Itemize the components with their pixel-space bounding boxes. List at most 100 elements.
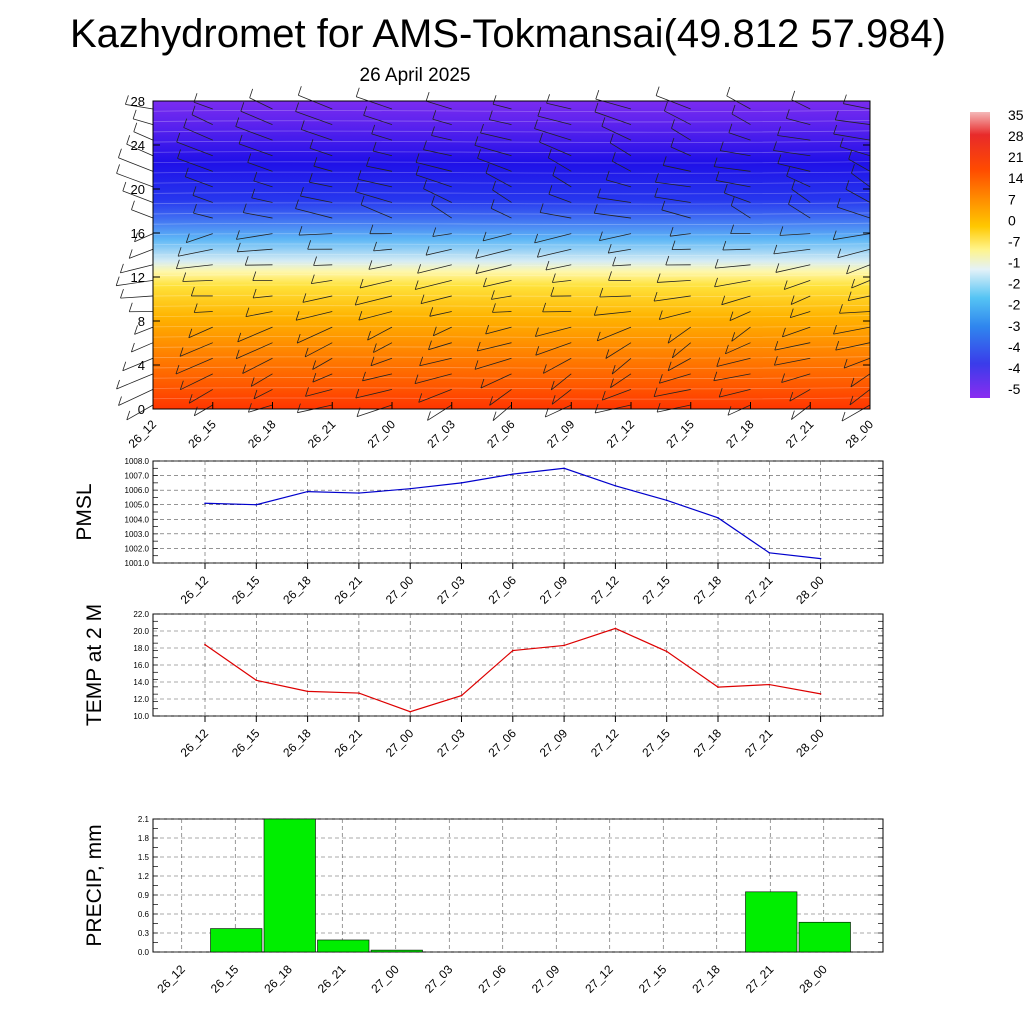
ytick-label: 0.0	[138, 948, 150, 957]
wind-barb-flag	[534, 119, 538, 129]
wind-barb-staff	[129, 248, 154, 259]
wind-barb	[432, 326, 452, 337]
wind-barb-staff	[415, 161, 452, 172]
wind-barb-staff	[599, 233, 632, 241]
wind-barb	[653, 387, 691, 398]
wind-barb	[835, 341, 871, 351]
wind-barb	[607, 243, 632, 254]
wind-barb-flag	[240, 102, 245, 112]
contour-line	[152, 192, 871, 195]
wind-barb-staff	[550, 373, 572, 391]
wind-barb-staff	[839, 311, 871, 314]
wind-barb-staff	[415, 279, 452, 290]
wind-barb-staff	[725, 342, 751, 355]
wind-barb-flag	[480, 123, 484, 134]
wind-barb-flag	[611, 364, 616, 375]
wind-barb-flag	[122, 181, 127, 192]
wind-barb	[791, 404, 811, 420]
wind-barb-staff	[782, 326, 811, 338]
xtick-label: 26_18	[261, 962, 295, 996]
wind-barb	[785, 109, 811, 125]
wind-barb-staff	[837, 206, 871, 219]
wind-barb	[190, 286, 213, 297]
wind-barb	[295, 102, 333, 125]
wind-barb-flag	[359, 278, 364, 289]
wind-barb-staff	[789, 389, 811, 402]
wind-barb-staff	[480, 373, 512, 389]
wind-barb-flag	[429, 307, 434, 317]
wind-barb-flag	[419, 356, 424, 366]
wind-barb	[133, 122, 154, 141]
wind-barb-staff	[537, 248, 572, 258]
wind-barb	[477, 149, 512, 172]
wind-barb-flag	[851, 278, 855, 289]
temp_2m-point	[717, 686, 719, 688]
wind-barb	[547, 148, 572, 172]
wind-barb	[730, 224, 751, 235]
wind-barb	[599, 231, 632, 241]
wind-barb-flag	[843, 94, 847, 104]
heatmap-ytick-label: 16	[131, 226, 145, 241]
wind-barb-staff	[427, 404, 452, 421]
wind-barb-staff	[415, 174, 452, 188]
wind-barb-staff	[236, 233, 273, 240]
wind-barb-flag	[839, 304, 843, 314]
ytick-label: 1001.0	[125, 559, 150, 568]
wind-barb-flag	[841, 411, 846, 422]
wind-barb-flag	[791, 410, 795, 420]
wind-barb-staff	[731, 205, 751, 219]
wind-barb-flag	[307, 240, 312, 250]
wind-barb	[423, 140, 452, 157]
wind-barb	[719, 141, 751, 157]
panel-frame	[152, 460, 884, 564]
wind-barb-staff	[355, 191, 393, 203]
wind-barb	[832, 230, 871, 241]
wind-barb	[122, 357, 154, 372]
wind-barb-flag	[485, 163, 490, 174]
wind-barb-staff	[612, 160, 632, 172]
wind-barb-flag	[774, 341, 779, 351]
wind-barb-flag	[658, 374, 663, 384]
precip-bar	[317, 939, 370, 953]
wind-barb-flag	[236, 230, 240, 240]
wind-barb	[125, 95, 154, 110]
wind-barb	[850, 373, 871, 388]
wind-barb	[475, 248, 512, 259]
wind-barb-flag	[134, 325, 138, 335]
wind-barb-staff	[773, 150, 811, 157]
wind-barb-staff	[300, 195, 333, 203]
wind-barb	[418, 389, 452, 403]
wind-barb-staff	[611, 357, 632, 375]
wind-barb-flag	[779, 226, 784, 236]
wind-barb-staff	[485, 172, 512, 188]
wind-barb	[552, 166, 572, 188]
pmsl-point	[204, 502, 206, 505]
wind-barb	[731, 326, 751, 342]
wind-barb-flag	[423, 179, 427, 189]
wind-barb-staff	[301, 129, 333, 141]
wind-barb	[358, 310, 393, 321]
xtick-label: 27_15	[639, 726, 673, 760]
wind-barb	[788, 195, 811, 219]
wind-barb-flag	[718, 388, 723, 398]
wind-barb-staff	[253, 295, 273, 299]
wind-barb	[774, 341, 811, 351]
wind-barb-flag	[781, 373, 785, 383]
wind-barb-flag	[773, 244, 778, 255]
wind-barb	[833, 324, 871, 335]
wind-barb-flag	[372, 343, 377, 353]
wind-barb	[670, 137, 691, 157]
heatmap-xtick-label: 27_03	[424, 417, 458, 451]
wind-barb-flag	[414, 280, 419, 290]
contour-line	[152, 130, 871, 133]
wind-barb	[773, 141, 811, 157]
wind-barb-staff	[492, 103, 512, 110]
wind-barb-flag	[539, 203, 544, 213]
wind-barb-flag	[488, 110, 493, 120]
wind-barb	[249, 88, 273, 110]
wind-barb-flag	[833, 324, 837, 335]
wind-barb-flag	[372, 141, 377, 152]
wind-barb	[612, 256, 632, 267]
temp_2m-point	[819, 693, 822, 695]
wind-barb	[295, 199, 333, 219]
